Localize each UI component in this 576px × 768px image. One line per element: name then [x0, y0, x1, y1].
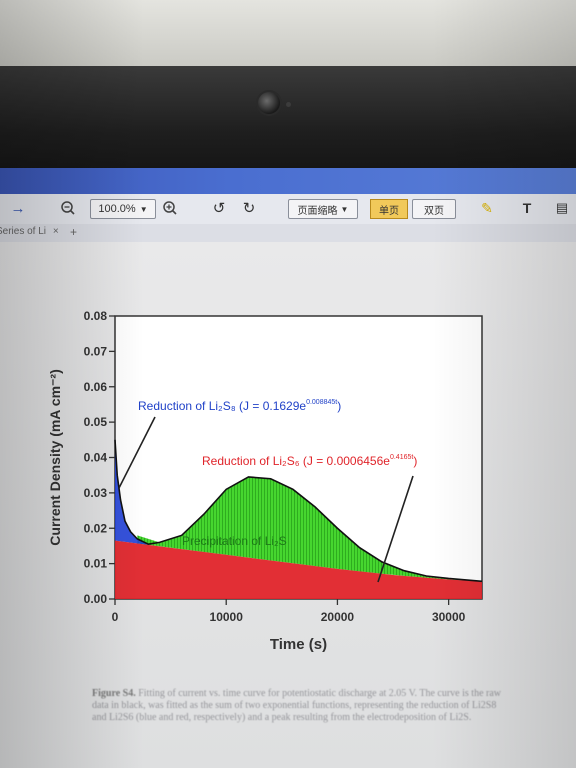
current-density-chart: 0.00 0.01 0.02 0.03 0.04 0.05 0.06 0.07 0.08 0 100… [47, 309, 483, 653]
single-page-button[interactable]: 单页 [370, 199, 408, 219]
y-tick-label: 0.02 [84, 521, 108, 535]
zoom-in-icon[interactable] [160, 199, 180, 217]
y-tick-label: 0.06 [84, 380, 108, 394]
series-area-precipitation [137, 476, 482, 582]
rotate-right-icon[interactable]: ↻ [242, 200, 256, 217]
y-tick-label: 0.07 [84, 344, 108, 358]
webcam-indicator [286, 102, 291, 107]
y-tick-label: 0.03 [84, 486, 108, 500]
laptop-bezel [0, 66, 576, 178]
tab-bar: Series of Li × + [0, 224, 576, 243]
x-axis-label: Time (s) [270, 636, 327, 653]
annotation-li2s6: Reduction of Li₂S₆ (J = 0.0006456e0.4165… [202, 454, 417, 468]
single-page-label: 单页 [379, 205, 399, 217]
tab-document[interactable]: Series of Li × [0, 226, 59, 237]
annotation-li2s8: Reduction of Li₂S₈ (J = 0.1629e0.008845t… [138, 399, 341, 413]
y-axis-label: Current Density (mA cm⁻²) [47, 369, 63, 545]
series-area-li2s6 [115, 540, 482, 599]
close-icon[interactable]: × [52, 226, 59, 237]
view-mode-select[interactable]: 页面缩略 ▼ [288, 199, 358, 219]
viewer-toolbar: → 100.0% ▼ ↺ ↻ 页面缩略 ▼ 单页 双页 ✎ T ▤ [0, 194, 576, 225]
zoom-value: 100.0% [98, 203, 136, 215]
window-titlebar [0, 168, 576, 194]
arrow-li2s8 [118, 416, 156, 489]
caption-text: Fitting of current vs. time curve for po… [92, 688, 502, 723]
tab-label: Series of Li [0, 226, 47, 237]
series-area-li2s8 [115, 439, 149, 545]
raw-data-line [114, 439, 483, 583]
x-tick-label: 20000 [321, 610, 355, 624]
y-tick-label: 0.08 [84, 309, 108, 323]
figure-caption: Figure S4. Fitting of current vs. time c… [92, 688, 512, 724]
laptop-screen: → 100.0% ▼ ↺ ↻ 页面缩略 ▼ 单页 双页 ✎ T ▤ Series [0, 168, 576, 768]
rotate-left-icon[interactable]: ↺ [212, 200, 226, 217]
y-tick-label: 0.00 [84, 592, 108, 606]
zoom-select[interactable]: 100.0% ▼ [90, 199, 156, 219]
document-icon[interactable]: ▤ [555, 200, 569, 215]
x-tick-label: 0 [112, 610, 119, 624]
pen-icon[interactable]: ✎ [481, 199, 493, 216]
x-tick-label: 30000 [432, 610, 466, 624]
double-page-label: 双页 [424, 205, 444, 217]
arrow-li2s6 [377, 475, 414, 583]
wall-background [0, 0, 576, 70]
y-tick-label: 0.05 [84, 415, 108, 429]
zoom-out-icon[interactable] [58, 199, 78, 217]
arrow-right-icon[interactable]: → [10, 199, 26, 217]
chevron-down-icon: ▼ [139, 204, 148, 214]
y-tick-label: 0.04 [84, 451, 108, 465]
new-tab-icon[interactable]: + [70, 225, 78, 239]
caption-label: Figure S4. [92, 688, 136, 699]
double-page-button[interactable]: 双页 [412, 199, 456, 219]
chevron-down-icon: ▼ [340, 204, 349, 214]
webcam-icon [258, 92, 280, 114]
document-page: 0.00 0.01 0.02 0.03 0.04 0.05 0.06 0.07 0.08 0 100… [0, 242, 576, 768]
x-tick-label: 10000 [210, 610, 244, 624]
view-mode-label: 页面缩略 [297, 205, 338, 217]
y-tick-label: 0.01 [84, 557, 108, 571]
text-tool-label: T [522, 200, 532, 216]
annotation-precipitation: Precipitation of Li₂S [182, 534, 287, 548]
text-tool-button[interactable]: T [518, 199, 536, 217]
